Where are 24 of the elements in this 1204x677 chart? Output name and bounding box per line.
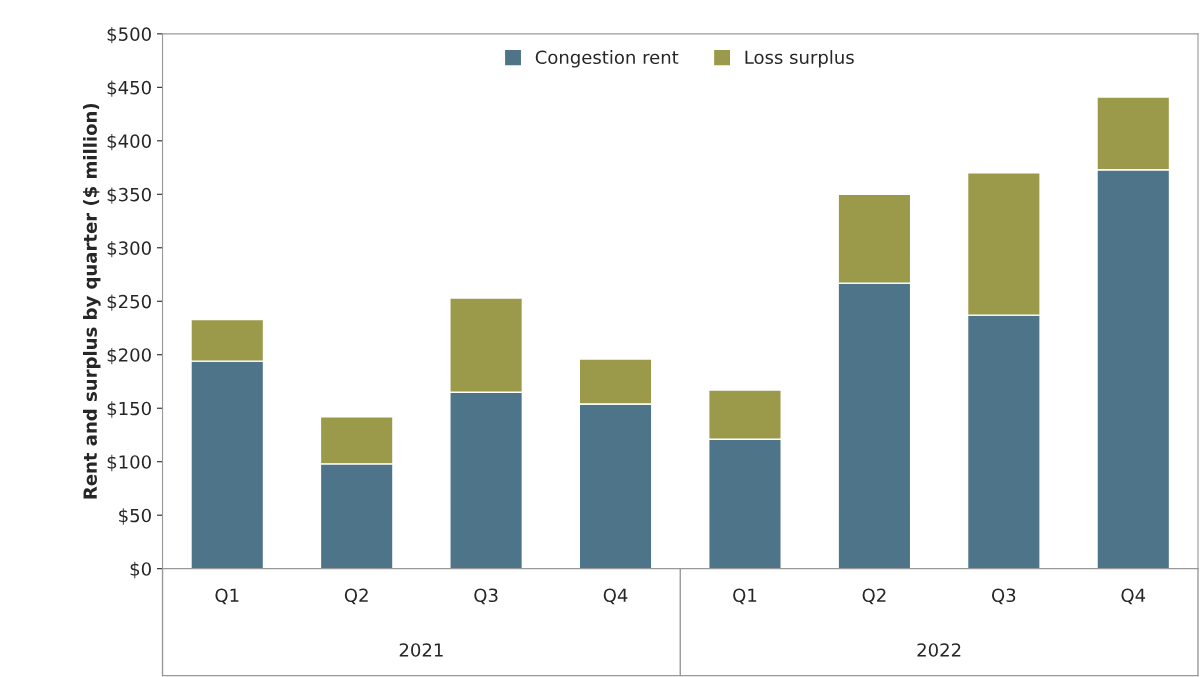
text: 2021 [399, 643, 443, 657]
legend-label: Congestion rent [535, 50, 679, 68]
y-tick-label: $350 [107, 187, 151, 204]
y-tick-label: $300 [107, 240, 151, 258]
y-tick-label: $500 [107, 26, 151, 44]
x-tick-label: Q4 [603, 588, 628, 605]
legend-label: Loss surplus [745, 50, 854, 68]
x-tick-label: Q2 [344, 588, 368, 605]
x-tick-label: Q4 [1121, 588, 1146, 605]
y-tick-label: $450 [107, 80, 151, 97]
y-tick-label: $250 [107, 294, 151, 311]
y-tick-label: $0 [130, 561, 151, 579]
x-tick-label: Q1 [215, 588, 239, 605]
text: 2022 [917, 643, 961, 657]
y-tick-label: $50 [119, 508, 151, 525]
x-tick-label: Q3 [474, 588, 498, 605]
y-tick-label: $150 [107, 401, 151, 418]
y-tick-label: $100 [107, 454, 151, 472]
y-tick-label: $200 [107, 347, 151, 365]
y-axis-title: Rent and surplus by quarter ($ million) [83, 103, 101, 499]
x-tick-label: Q1 [733, 588, 757, 605]
x-tick-label: Q3 [992, 588, 1016, 605]
y-tick-label: $400 [107, 133, 151, 151]
x-tick-label: Q2 [862, 588, 886, 605]
